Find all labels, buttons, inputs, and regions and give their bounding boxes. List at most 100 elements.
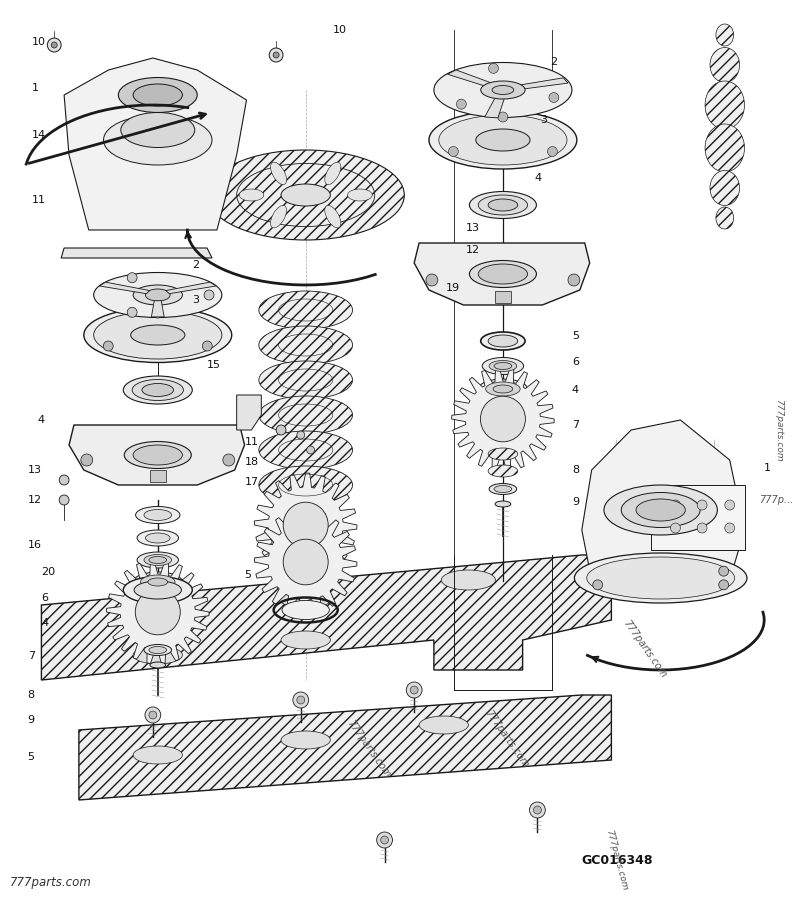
Bar [495,291,510,303]
Ellipse shape [710,47,739,82]
Circle shape [457,100,466,110]
Text: 12: 12 [28,495,42,505]
Text: 4: 4 [534,173,542,183]
Ellipse shape [482,357,524,375]
Polygon shape [452,367,554,471]
Ellipse shape [325,162,341,185]
Ellipse shape [118,78,198,112]
Ellipse shape [495,501,510,507]
Ellipse shape [281,631,330,649]
Text: 777p...: 777p... [759,495,794,505]
Circle shape [297,431,305,439]
Ellipse shape [283,502,328,548]
Circle shape [145,707,161,723]
Ellipse shape [494,363,512,369]
Text: 4: 4 [572,385,579,395]
Circle shape [204,290,214,300]
Ellipse shape [144,555,171,566]
Ellipse shape [478,264,527,284]
Polygon shape [254,473,357,577]
Ellipse shape [488,465,518,477]
Circle shape [718,580,729,590]
Polygon shape [485,95,505,118]
Text: GC016348: GC016348 [582,853,654,866]
Circle shape [293,692,309,708]
Polygon shape [447,70,497,88]
Text: 9: 9 [28,715,34,725]
Circle shape [568,274,580,286]
Ellipse shape [325,205,341,228]
Ellipse shape [130,608,185,628]
Circle shape [489,63,498,73]
Circle shape [377,832,393,848]
Circle shape [51,42,57,48]
Ellipse shape [489,483,517,494]
Ellipse shape [716,207,734,229]
Text: 6: 6 [42,593,49,603]
Circle shape [202,341,212,351]
Text: 777parts.com: 777parts.com [622,618,669,680]
Ellipse shape [442,570,495,590]
Ellipse shape [259,466,353,504]
Text: 13: 13 [466,223,479,233]
Ellipse shape [141,575,175,589]
Polygon shape [42,555,611,680]
Ellipse shape [481,396,526,442]
Ellipse shape [478,195,527,215]
Ellipse shape [481,81,525,99]
Circle shape [153,308,162,318]
Text: 4: 4 [42,618,49,628]
Circle shape [697,500,707,510]
Ellipse shape [259,326,353,364]
Circle shape [426,274,438,286]
Polygon shape [582,420,745,580]
Ellipse shape [207,150,404,240]
Circle shape [547,147,558,157]
Ellipse shape [134,581,182,599]
Ellipse shape [124,442,191,469]
Text: 1: 1 [31,83,38,93]
Ellipse shape [94,272,222,318]
Ellipse shape [492,85,514,94]
Text: 777parts.com: 777parts.com [774,399,783,462]
Circle shape [498,112,508,122]
Circle shape [59,475,69,485]
Text: 19: 19 [446,283,460,293]
Circle shape [549,92,559,102]
Bar [150,470,166,482]
Circle shape [306,446,314,454]
Polygon shape [64,58,246,230]
Text: 2: 2 [550,57,558,67]
Ellipse shape [705,81,745,129]
Circle shape [530,802,546,818]
Text: 777parts.com: 777parts.com [345,719,392,780]
Ellipse shape [278,588,333,608]
Ellipse shape [137,552,178,568]
Ellipse shape [470,261,537,288]
Circle shape [718,567,729,576]
Circle shape [449,147,458,157]
Text: 10: 10 [31,37,46,47]
Text: 777parts.com: 777parts.com [10,875,92,889]
Polygon shape [166,282,216,293]
Ellipse shape [478,379,527,399]
Text: 3: 3 [192,295,199,305]
Ellipse shape [622,492,700,528]
Ellipse shape [259,431,353,469]
Ellipse shape [493,385,513,393]
Ellipse shape [150,662,166,668]
Ellipse shape [470,192,537,218]
Ellipse shape [574,553,747,603]
Text: 13: 13 [28,465,42,475]
Ellipse shape [434,62,572,118]
Text: 2: 2 [192,260,199,270]
Ellipse shape [347,189,372,201]
Circle shape [273,52,279,58]
Text: 18: 18 [245,457,258,467]
Text: 9: 9 [572,497,579,507]
Ellipse shape [133,84,182,106]
Ellipse shape [586,557,734,599]
Text: 11: 11 [245,437,258,447]
Ellipse shape [281,184,330,206]
Ellipse shape [270,205,286,228]
